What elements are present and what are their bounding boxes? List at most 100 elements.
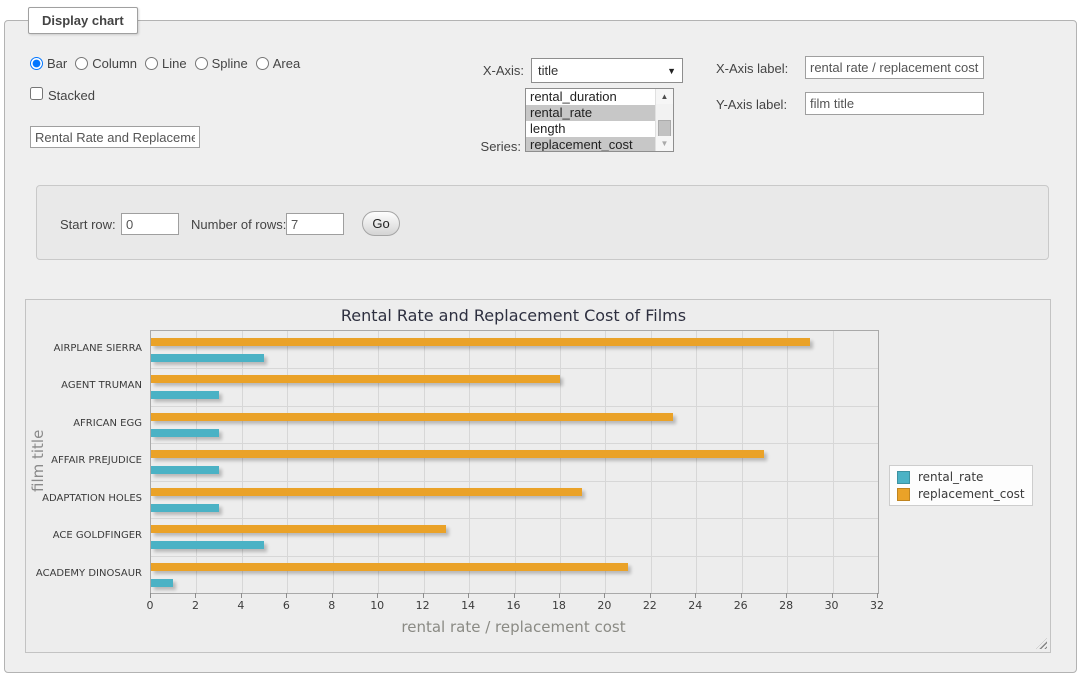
x-tick-mark xyxy=(150,593,151,598)
bar-rental_rate xyxy=(151,428,219,437)
x-tick-label: 28 xyxy=(779,599,794,612)
bar-rental_rate xyxy=(151,541,265,550)
stacked-row: Stacked xyxy=(30,87,95,103)
chart-title: Rental Rate and Replacement Cost of Film… xyxy=(340,306,687,325)
x-axis-selected-value: title xyxy=(538,63,559,78)
start-row-label: Start row: xyxy=(60,217,116,232)
go-button[interactable]: Go xyxy=(362,211,400,236)
fieldset-legend: Display chart xyxy=(28,7,138,34)
spline-radio-label: Spline xyxy=(211,56,248,71)
gridline xyxy=(378,331,380,593)
line-radio[interactable] xyxy=(145,57,159,70)
x-tick-mark xyxy=(786,593,788,598)
x-tick-mark xyxy=(377,593,379,598)
x-tick-label: 30 xyxy=(824,599,839,612)
category-label: AIRPLANE SIERRA xyxy=(53,343,142,354)
stacked-checkbox[interactable] xyxy=(30,87,43,100)
chart-type-area[interactable]: Area xyxy=(255,56,300,71)
x-tick-mark xyxy=(558,593,560,598)
x-tick-mark xyxy=(649,593,651,598)
scroll-up-icon[interactable]: ▲ xyxy=(656,89,673,104)
chart-type-line[interactable]: Line xyxy=(145,56,187,71)
series-option-length[interactable]: length xyxy=(530,121,566,136)
x-axis-label-caption: X-Axis label: xyxy=(716,61,789,76)
bar-replacement_cost xyxy=(151,338,810,346)
num-rows-label: Number of rows: xyxy=(191,217,287,232)
category-label: AFFAIR PREJUDICE xyxy=(51,455,142,467)
category-label: ACE GOLDFINGER xyxy=(52,530,142,542)
x-tick-label: 32 xyxy=(870,599,884,612)
chart-type-spline[interactable]: Spline xyxy=(194,56,248,71)
gridline xyxy=(787,331,789,593)
gridline xyxy=(832,331,834,593)
rental_rate-swatch xyxy=(897,470,910,484)
start-row-input[interactable] xyxy=(121,213,179,235)
y-axis-label-input[interactable] xyxy=(805,92,984,115)
resize-handle-icon[interactable] xyxy=(1036,638,1047,649)
gridline xyxy=(151,555,878,557)
x-tick-mark xyxy=(695,593,697,598)
x-axis-title: rental rate / replacement cost xyxy=(401,618,626,636)
series-option-rental_duration[interactable]: rental_duration xyxy=(530,89,617,104)
series-option-replacement_cost[interactable]: replacement_cost xyxy=(526,137,656,151)
spline-radio[interactable] xyxy=(194,57,208,70)
column-radio[interactable] xyxy=(75,57,89,70)
series-listbox[interactable]: rental_duration rental_rate length replacem… xyxy=(525,88,674,152)
chart-type-radio-group: Bar Column Line Spline Area xyxy=(30,56,308,71)
chart-container: Rental Rate and Replacement Cost of Film… xyxy=(25,299,1051,653)
series-option-rental_rate[interactable]: rental_rate xyxy=(526,105,656,121)
area-radio[interactable] xyxy=(255,57,269,70)
scroll-down-icon[interactable]: ▼ xyxy=(656,136,673,151)
category-label: ADAPTATION HOLES xyxy=(42,492,142,504)
gridline xyxy=(151,368,878,370)
row-range-fieldset xyxy=(36,185,1049,260)
x-tick-mark xyxy=(468,593,470,598)
chart-type-bar[interactable]: Bar xyxy=(30,56,67,71)
gridline xyxy=(514,331,516,593)
x-axis-select[interactable]: title ▼ xyxy=(531,58,683,83)
x-tick-label: 0 xyxy=(146,599,154,612)
x-tick-label: 12 xyxy=(415,599,430,612)
gridline xyxy=(151,518,878,520)
x-tick-mark xyxy=(513,593,515,598)
x-axis-label-input[interactable] xyxy=(805,56,984,79)
gridline xyxy=(151,443,878,445)
stacked-option[interactable]: Stacked xyxy=(30,87,95,103)
x-tick-label: 10 xyxy=(370,599,385,612)
bar-rental_rate xyxy=(151,503,219,512)
x-tick-mark xyxy=(195,593,197,598)
gridline xyxy=(650,331,652,593)
bar-replacement_cost xyxy=(151,450,765,459)
x-tick-label: 24 xyxy=(688,599,703,612)
legend-item: replacement_cost xyxy=(897,487,1025,501)
legend-item: rental_rate xyxy=(897,470,1025,484)
gridline xyxy=(151,480,878,482)
gridline xyxy=(241,331,243,593)
x-tick-label: 26 xyxy=(733,599,748,612)
x-tick-label: 8 xyxy=(328,599,336,612)
chevron-down-icon: ▼ xyxy=(667,65,676,76)
x-tick-mark xyxy=(877,593,878,598)
gridline xyxy=(151,405,878,407)
column-radio-label: Column xyxy=(92,56,138,71)
bar-replacement_cost xyxy=(151,375,560,384)
bar-radio-label: Bar xyxy=(47,56,68,71)
x-tick-mark xyxy=(240,593,242,598)
chart-type-column[interactable]: Column xyxy=(75,56,137,71)
x-tick-mark xyxy=(331,593,333,598)
x-tick-mark xyxy=(831,593,833,598)
gridline xyxy=(287,331,289,593)
line-radio-label: Line xyxy=(162,56,187,71)
category-label: AGENT TRUMAN xyxy=(61,380,142,392)
bar-radio[interactable] xyxy=(30,57,43,70)
chart-legend: rental_rate replacement_cost xyxy=(889,465,1033,506)
series-listbox-scrollbar[interactable]: ▲ ▼ xyxy=(655,89,673,151)
chart-title-input[interactable] xyxy=(30,126,200,148)
gridline xyxy=(469,331,471,593)
x-tick-label: 6 xyxy=(282,599,290,612)
x-tick-label: 2 xyxy=(191,599,199,612)
num-rows-input[interactable] xyxy=(286,213,344,235)
gridline xyxy=(196,331,198,593)
plot-area xyxy=(150,330,879,594)
